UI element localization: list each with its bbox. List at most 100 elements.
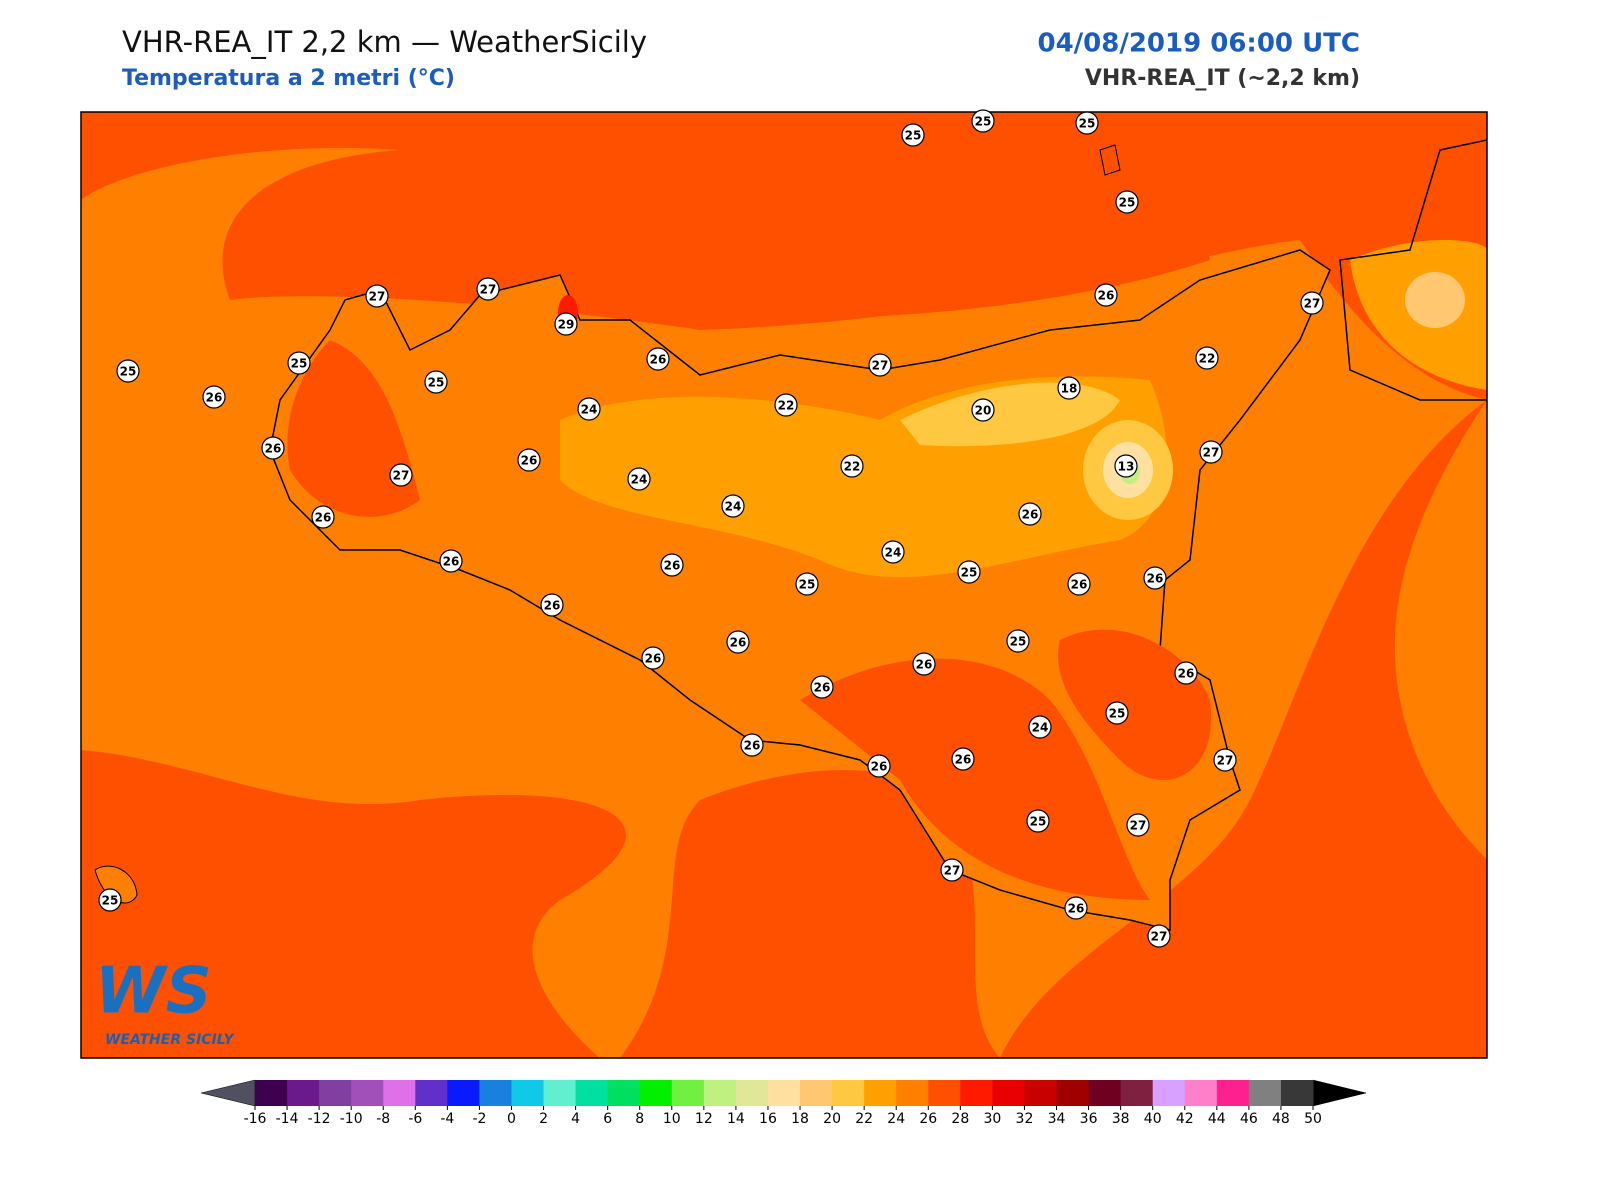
station-value: 26 bbox=[544, 599, 561, 613]
station: 27 bbox=[1300, 291, 1324, 315]
station: 26 bbox=[951, 747, 975, 771]
station-marker bbox=[1018, 502, 1042, 526]
station-value: 26 bbox=[814, 681, 831, 695]
colorbar-segment bbox=[415, 1080, 448, 1106]
station-value: 26 bbox=[1098, 289, 1115, 303]
station-value: 22 bbox=[844, 460, 861, 474]
station-value: 26 bbox=[265, 442, 282, 456]
station-marker bbox=[660, 553, 684, 577]
station: 27 bbox=[1126, 813, 1150, 837]
station-value: 24 bbox=[631, 473, 648, 487]
colorbar-tick-label: 34 bbox=[1048, 1111, 1066, 1127]
station-marker bbox=[840, 454, 864, 478]
station: 20 bbox=[971, 398, 995, 422]
colorbar-tick-label: -2 bbox=[472, 1111, 486, 1127]
colorbar-tick-label: 22 bbox=[855, 1111, 873, 1127]
station-marker bbox=[439, 549, 463, 573]
colorbar-segment bbox=[767, 1080, 801, 1106]
colorbar-tick-label: 32 bbox=[1016, 1111, 1034, 1127]
station-marker bbox=[365, 284, 389, 308]
station-marker bbox=[1174, 661, 1198, 685]
station-value: 25 bbox=[1109, 707, 1126, 721]
station-marker bbox=[867, 754, 891, 778]
colorbar-tick-label: 20 bbox=[823, 1111, 841, 1127]
station: 26 bbox=[439, 549, 463, 573]
station-value: 27 bbox=[1151, 930, 1168, 944]
station-marker bbox=[881, 540, 905, 564]
station: 26 bbox=[540, 593, 564, 617]
station: 22 bbox=[840, 454, 864, 478]
colorbar-segment bbox=[479, 1080, 512, 1106]
station-marker bbox=[1105, 701, 1129, 725]
logo-text: WEATHER SICILY bbox=[105, 1032, 236, 1048]
station-marker bbox=[424, 370, 448, 394]
station: 26 bbox=[1094, 283, 1118, 307]
station-value: 26 bbox=[1178, 667, 1195, 681]
station-marker bbox=[957, 560, 981, 584]
station-value: 25 bbox=[428, 376, 445, 390]
station-value: 22 bbox=[1199, 352, 1216, 366]
warm-band bbox=[81, 750, 626, 1058]
colorbar-tick-label: 14 bbox=[727, 1111, 745, 1127]
station: 25 bbox=[98, 888, 122, 912]
warm-area bbox=[287, 340, 420, 517]
station-value: 27 bbox=[1203, 446, 1220, 460]
colorbar-segment bbox=[607, 1080, 641, 1106]
station: 26 bbox=[1143, 566, 1167, 590]
station: 27 bbox=[476, 277, 500, 301]
warm-band bbox=[230, 178, 1210, 320]
station-value: 25 bbox=[799, 578, 816, 592]
colorbar-segment bbox=[319, 1080, 352, 1106]
station: 25 bbox=[424, 370, 448, 394]
station-marker bbox=[951, 747, 975, 771]
warm-area bbox=[1058, 629, 1212, 780]
colorbar-tick-label: -16 bbox=[244, 1111, 267, 1127]
station-value: 26 bbox=[730, 636, 747, 650]
station-marker bbox=[1195, 346, 1219, 370]
colorbar-tick-label: 38 bbox=[1112, 1111, 1130, 1127]
station: 27 bbox=[389, 463, 413, 487]
station: 25 bbox=[1115, 190, 1139, 214]
colorbar-tick-label: 44 bbox=[1208, 1111, 1226, 1127]
station-value: 25 bbox=[1010, 635, 1027, 649]
station-value: 26 bbox=[1071, 578, 1088, 592]
colorbar-tick-label: -6 bbox=[408, 1111, 422, 1127]
station-value: 25 bbox=[975, 115, 992, 129]
model: VHR-REA_IT (~2,2 km) bbox=[1085, 66, 1360, 91]
map-frame bbox=[80, 111, 1488, 1059]
station-marker bbox=[1300, 291, 1324, 315]
station: 22 bbox=[774, 393, 798, 417]
station: 27 bbox=[1199, 440, 1223, 464]
station-value: 25 bbox=[905, 129, 922, 143]
station-marker bbox=[1143, 566, 1167, 590]
station: 26 bbox=[517, 448, 541, 472]
station-value: 22 bbox=[778, 399, 795, 413]
station-value: 18 bbox=[1061, 382, 1078, 396]
colorbar-segment bbox=[575, 1080, 609, 1106]
station-marker bbox=[901, 123, 925, 147]
station-marker bbox=[202, 385, 226, 409]
colorbar-tick-label: 40 bbox=[1144, 1111, 1162, 1127]
station: 27 bbox=[1213, 748, 1237, 772]
warm-area bbox=[800, 658, 1150, 900]
station: 29 bbox=[554, 312, 578, 336]
colorbar-under bbox=[200, 1079, 256, 1107]
colorbar-tick-label: 4 bbox=[571, 1111, 580, 1127]
colorbar-segment bbox=[351, 1080, 384, 1106]
station-marker bbox=[646, 347, 670, 371]
colorbar-segment bbox=[671, 1080, 705, 1106]
colorbar-tick-label: 0 bbox=[507, 1111, 516, 1127]
station-value: 26 bbox=[1147, 572, 1164, 586]
logo: WS WEATHER SICILY bbox=[95, 955, 236, 1048]
station-marker bbox=[1213, 748, 1237, 772]
station: 26 bbox=[646, 347, 670, 371]
station: 24 bbox=[1028, 715, 1052, 739]
colorbar-segment bbox=[287, 1080, 320, 1106]
colorbar-tick-label: -10 bbox=[340, 1111, 363, 1127]
colorbar-segment bbox=[1152, 1080, 1186, 1106]
colorbar-tick-label: -14 bbox=[276, 1111, 299, 1127]
station-value: 27 bbox=[480, 283, 497, 297]
station-value: 27 bbox=[944, 864, 961, 878]
colorbar-segment bbox=[1120, 1080, 1154, 1106]
station-marker bbox=[726, 630, 750, 654]
